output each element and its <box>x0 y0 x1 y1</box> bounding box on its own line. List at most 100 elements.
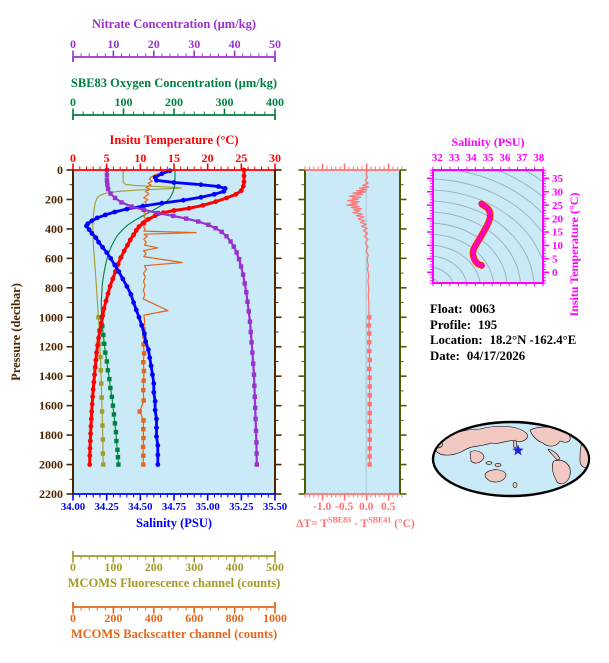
svg-text:25: 25 <box>552 200 564 212</box>
profile-label: Profile: <box>430 317 471 332</box>
delta-t-series <box>346 169 372 467</box>
backscatter-series <box>137 170 197 467</box>
main-plot-series <box>84 167 260 467</box>
svg-text:35: 35 <box>552 173 564 185</box>
svg-text:MCOMS Fluorescence channel (co: MCOMS Fluorescence channel (counts) <box>68 576 281 590</box>
svg-text:300: 300 <box>185 560 203 574</box>
svg-text:MCOMS Backscatter channel (cou: MCOMS Backscatter channel (counts) <box>71 627 277 641</box>
svg-text:34.25: 34.25 <box>95 501 119 513</box>
svg-text:20: 20 <box>552 213 564 225</box>
svg-text:SBE83 Oxygen Concentration (µm: SBE83 Oxygen Concentration (µm/kg) <box>71 76 277 90</box>
svg-text:Salinity (PSU): Salinity (PSU) <box>451 135 524 149</box>
svg-text:600: 600 <box>45 251 63 265</box>
backscatter-axis: 0 200 400 600 800 1000 MCOMS Backscatter chann… <box>70 602 287 641</box>
svg-text:37: 37 <box>516 152 528 164</box>
svg-text:0: 0 <box>70 37 76 51</box>
svg-text:10: 10 <box>107 37 119 51</box>
svg-text:20: 20 <box>148 37 160 51</box>
svg-text:0.5: 0.5 <box>381 501 396 513</box>
location-value: 18.2°N -162.4°E <box>489 333 577 348</box>
float-label: Float: <box>430 302 463 316</box>
date-label: Date: <box>430 348 460 363</box>
svg-text:1600: 1600 <box>39 399 63 413</box>
temperature-axis: 0 5 10 15 20 25 30 Insitu Temperature (°C) <box>70 133 281 171</box>
svg-text:200: 200 <box>145 560 163 574</box>
map-land-masses <box>434 423 588 488</box>
location-row: Location: 18.2°N -162.4°E <box>430 333 576 349</box>
svg-text:10: 10 <box>134 151 146 165</box>
svg-text:35.25: 35.25 <box>229 501 253 513</box>
delta-t-plot-area <box>305 170 400 494</box>
svg-text:0: 0 <box>70 611 76 625</box>
temperature-series <box>87 167 247 467</box>
svg-text:15: 15 <box>552 227 564 239</box>
svg-text:0: 0 <box>70 95 76 109</box>
ts-curve <box>469 200 494 269</box>
float-value: 0063 <box>469 302 496 316</box>
svg-text:200: 200 <box>104 611 122 625</box>
oxygen-axis: 0 100 200 300 400 SBE83 Oxygen Concentration … <box>70 76 284 120</box>
nitrate-series <box>104 167 260 467</box>
fluorescence-series <box>92 169 182 467</box>
svg-text:10: 10 <box>552 240 564 252</box>
svg-text:Insitu Temperature (°C): Insitu Temperature (°C) <box>567 193 581 317</box>
svg-text:Nitrate Concentration (µm/kg): Nitrate Concentration (µm/kg) <box>92 17 256 31</box>
svg-text:5: 5 <box>552 254 558 266</box>
fluorescence-axis: 0 100 200 300 400 500 MCOMS Fluorescence chann… <box>68 551 284 590</box>
svg-text:40: 40 <box>229 37 241 51</box>
land-central-america <box>547 448 561 461</box>
svg-text:Insitu Temperature (°C): Insitu Temperature (°C) <box>109 133 238 147</box>
svg-text:0.0: 0.0 <box>359 501 374 513</box>
svg-text:0: 0 <box>70 151 76 165</box>
land-india-seasia <box>469 450 485 464</box>
location-label: Location: <box>430 333 483 348</box>
svg-text:600: 600 <box>185 611 203 625</box>
svg-text:1400: 1400 <box>39 369 63 383</box>
svg-text:300: 300 <box>216 95 234 109</box>
salinity-series <box>84 168 228 467</box>
svg-text:400: 400 <box>45 222 63 236</box>
svg-text:1000: 1000 <box>263 611 287 625</box>
svg-text:34.75: 34.75 <box>162 501 186 513</box>
svg-text:30: 30 <box>269 151 281 165</box>
land-australia <box>484 469 507 483</box>
profile-row: Profile: 195 <box>430 318 576 334</box>
svg-text:1800: 1800 <box>39 428 63 442</box>
svg-text:34.00: 34.00 <box>61 501 85 513</box>
svg-text:400: 400 <box>266 95 284 109</box>
date-row: Date: 04/17/2026 <box>430 349 576 365</box>
svg-text:30: 30 <box>188 37 200 51</box>
svg-text:35.50: 35.50 <box>263 501 287 513</box>
svg-text:32: 32 <box>432 152 444 164</box>
land-africa-right <box>579 441 588 468</box>
svg-text:0: 0 <box>70 560 76 574</box>
svg-text:0: 0 <box>57 163 63 177</box>
svg-text:-1.0: -1.0 <box>313 501 331 513</box>
svg-text:50: 50 <box>269 37 281 51</box>
svg-text:800: 800 <box>226 611 244 625</box>
svg-text:500: 500 <box>266 560 284 574</box>
salinity-axis: 34.00 34.25 34.50 34.75 35.00 35.25 35.50 Salin… <box>61 493 287 530</box>
svg-text:30: 30 <box>552 186 564 198</box>
svg-text:33: 33 <box>449 152 461 164</box>
svg-text:38: 38 <box>533 152 545 164</box>
svg-text:800: 800 <box>45 281 63 295</box>
svg-text:36: 36 <box>499 152 511 164</box>
main-plot-area <box>73 170 275 494</box>
svg-text:34.50: 34.50 <box>128 501 152 513</box>
pressure-axis: 0 200 400 600 800 1000 1200 1400 1600 1800 2000 220… <box>9 163 282 501</box>
svg-text:35: 35 <box>483 152 495 164</box>
svg-text:0: 0 <box>552 267 558 279</box>
svg-text:5: 5 <box>104 151 110 165</box>
float-id-row: Float: 0063 <box>430 302 576 318</box>
land-japan <box>513 439 517 449</box>
svg-text:15: 15 <box>168 151 180 165</box>
svg-text:25: 25 <box>235 151 247 165</box>
svg-text:400: 400 <box>145 611 163 625</box>
land-indonesia <box>485 461 493 465</box>
delta-t-plot <box>298 169 407 495</box>
svg-text:1200: 1200 <box>39 340 63 354</box>
